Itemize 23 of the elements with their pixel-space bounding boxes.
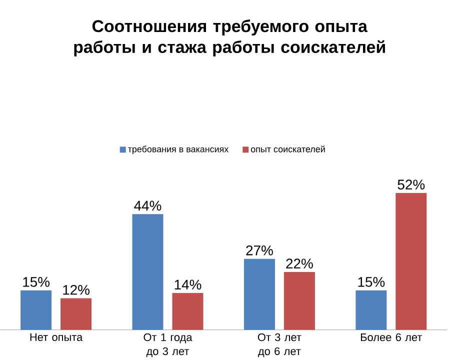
x-tick-label: Нет опыта bbox=[30, 333, 83, 341]
bar bbox=[132, 214, 164, 330]
chart-title: Соотношения требуемого опыта работы и стажа работы соискателей bbox=[74, 19, 385, 56]
legend-label: опыт соискателей bbox=[251, 145, 325, 152]
data-label: 52% bbox=[398, 179, 425, 190]
x-tick-label: От 1 года до 3 лет bbox=[144, 333, 192, 357]
x-tick-label: От 3 лет до 6 лет bbox=[258, 333, 302, 357]
data-label: 44% bbox=[134, 200, 162, 210]
bar bbox=[356, 290, 387, 330]
bar bbox=[396, 192, 427, 330]
legend-label: требования в вакансиях bbox=[128, 145, 229, 154]
bar bbox=[172, 292, 204, 330]
x-tick-label: Более 6 лет bbox=[360, 333, 422, 341]
data-label: 15% bbox=[358, 276, 385, 287]
data-label: 15% bbox=[23, 276, 50, 287]
bar bbox=[60, 298, 92, 330]
bar bbox=[20, 290, 52, 330]
data-label: 14% bbox=[174, 280, 202, 290]
bar bbox=[244, 258, 275, 330]
data-label: 12% bbox=[63, 284, 90, 295]
data-label: 27% bbox=[246, 245, 273, 256]
bar bbox=[284, 272, 315, 330]
data-label: 22% bbox=[286, 258, 313, 268]
